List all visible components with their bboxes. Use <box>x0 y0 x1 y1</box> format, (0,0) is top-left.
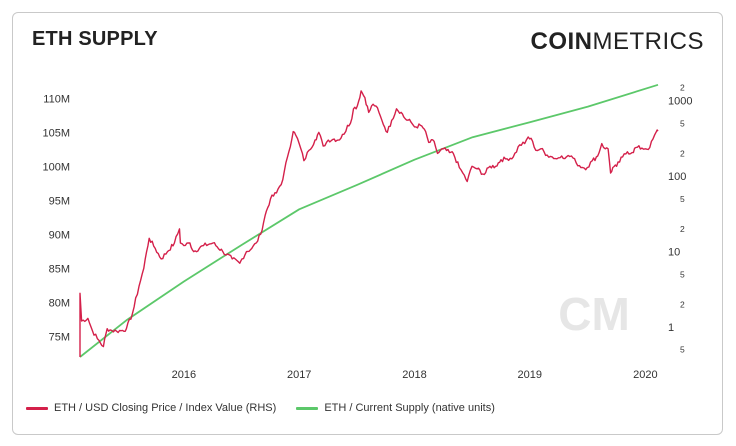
legend-item-supply[interactable]: ETH / Current Supply (native units) <box>296 402 495 414</box>
legend-item-price[interactable]: ETH / USD Closing Price / Index Value (R… <box>26 402 276 414</box>
x-tick-label-3: 2019 <box>518 369 542 381</box>
right-minor-tick-label-0: 5 <box>680 345 685 355</box>
legend-swatch-supply <box>296 406 319 410</box>
left-tick-label-3: 90M <box>49 230 70 242</box>
right-minor-tick-label-7: 2 <box>680 82 685 92</box>
legend: ETH / USD Closing Price / Index Value (R… <box>26 402 515 414</box>
coinmetrics-logo: COINMETRICS <box>530 28 704 55</box>
right-minor-tick-label-6: 5 <box>680 118 685 128</box>
watermark-text: CM <box>558 288 630 340</box>
left-tick-label-5: 100M <box>42 161 70 173</box>
left-tick-label-7: 110M <box>43 93 70 105</box>
legend-label-price: ETH / USD Closing Price / Index Value (R… <box>54 402 277 414</box>
series-lines <box>79 83 659 358</box>
left-tick-label-4: 95M <box>49 195 70 207</box>
chart-title: ETH SUPPLY <box>32 28 158 50</box>
right-minor-tick-label-2: 5 <box>680 269 685 279</box>
x-tick-label-1: 2017 <box>287 369 311 381</box>
right-minor-tick-label-4: 5 <box>680 194 685 204</box>
left-tick-label-6: 105M <box>42 127 70 139</box>
right-minor-tick-label-3: 2 <box>680 224 685 234</box>
right-tick-label-1: 10 <box>668 247 680 259</box>
legend-swatch-price <box>26 406 48 410</box>
right-tick-label-0: 1 <box>668 322 674 334</box>
left-tick-label-1: 80M <box>49 298 70 310</box>
series-line-supply <box>79 83 659 358</box>
chart-frame <box>12 12 723 435</box>
right-tick-label-2: 100 <box>668 171 686 183</box>
x-tick-label-2: 2018 <box>402 369 426 381</box>
x-axis-ticks: 2016 2017 2018 2019 2020 <box>172 369 658 381</box>
x-tick-label-0: 2016 <box>172 369 196 381</box>
left-tick-label-2: 85M <box>49 264 70 276</box>
watermark-logo: CM <box>558 288 630 340</box>
series-line-price <box>79 90 659 357</box>
left-tick-label-0: 75M <box>49 332 70 344</box>
right-tick-label-3: 1000 <box>668 96 692 108</box>
x-tick-label-4: 2020 <box>633 369 657 381</box>
left-axis-ticks: 75M 80M 85M 90M 95M 100M 105M 110M <box>42 93 70 343</box>
right-minor-tick-label-1: 2 <box>680 299 685 309</box>
right-axis-ticks: 1 10 100 1000 5 2 5 2 5 2 5 2 <box>668 82 692 354</box>
right-minor-tick-label-5: 2 <box>680 148 685 158</box>
legend-label-supply: ETH / Current Supply (native units) <box>324 402 495 414</box>
